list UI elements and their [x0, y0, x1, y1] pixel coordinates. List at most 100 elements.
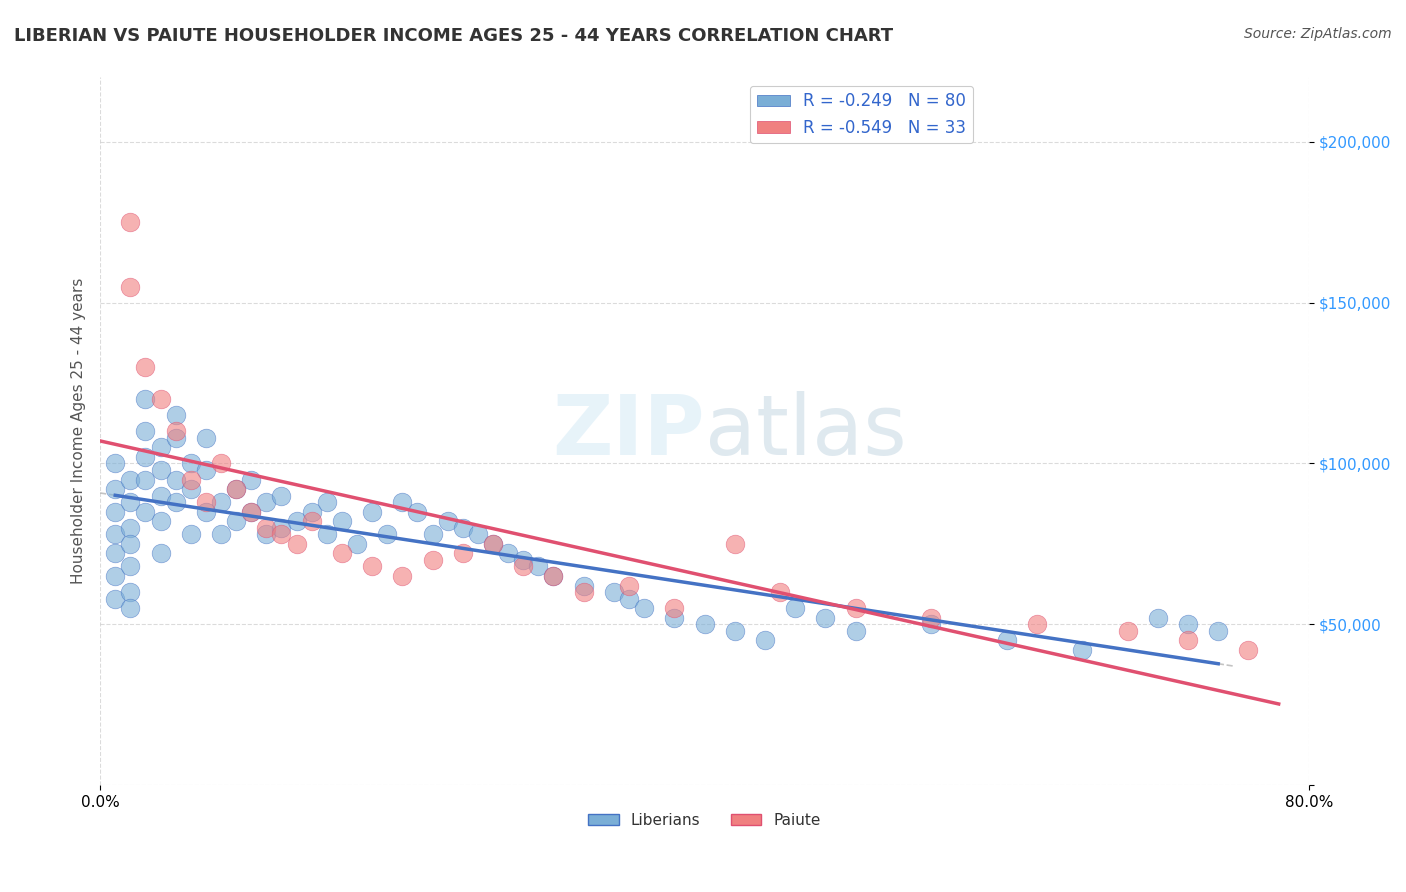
Point [149, 392, 172, 406]
Point [664, 601, 686, 615]
Point [165, 431, 187, 445]
Point [330, 514, 353, 528]
Point [391, 495, 413, 509]
Point [361, 505, 384, 519]
Point [724, 624, 747, 638]
Text: Source: ZipAtlas.com: Source: ZipAtlas.com [1244, 27, 1392, 41]
Point [240, 473, 263, 487]
Point [422, 553, 444, 567]
Point [120, 279, 142, 293]
Point [572, 579, 595, 593]
Text: atlas: atlas [704, 391, 907, 472]
Y-axis label: Householder Income Ages 25 - 44 years: Householder Income Ages 25 - 44 years [72, 278, 86, 584]
Point [180, 482, 202, 496]
Point [165, 424, 187, 438]
Point [120, 495, 142, 509]
Point [995, 633, 1018, 648]
Point [724, 537, 747, 551]
Point [254, 527, 277, 541]
Point [361, 559, 384, 574]
Point [270, 527, 292, 541]
Point [920, 617, 942, 632]
Point [270, 521, 292, 535]
Point [104, 547, 127, 561]
Point [920, 611, 942, 625]
Point [134, 392, 156, 406]
Point [543, 569, 565, 583]
Point [754, 633, 776, 648]
Point [194, 431, 217, 445]
Point [120, 601, 142, 615]
Point [149, 441, 172, 455]
Point [664, 611, 686, 625]
Text: ZIP: ZIP [553, 391, 704, 472]
Point [482, 537, 505, 551]
Point [104, 527, 127, 541]
Point [149, 547, 172, 561]
Point [134, 505, 156, 519]
Point [603, 585, 626, 599]
Point [149, 514, 172, 528]
Point [165, 408, 187, 422]
Point [225, 482, 247, 496]
Point [104, 569, 127, 583]
Point [104, 457, 127, 471]
Point [467, 527, 489, 541]
Point [330, 547, 353, 561]
Point [225, 514, 247, 528]
Point [1177, 633, 1199, 648]
Point [165, 473, 187, 487]
Point [1177, 617, 1199, 632]
Point [120, 473, 142, 487]
Point [180, 527, 202, 541]
Point [1237, 643, 1260, 657]
Point [194, 495, 217, 509]
Point [134, 424, 156, 438]
Point [225, 482, 247, 496]
Legend: Liberians, Paiute: Liberians, Paiute [582, 807, 827, 834]
Point [209, 527, 232, 541]
Point [120, 215, 142, 229]
Point [285, 537, 308, 551]
Point [149, 463, 172, 477]
Point [194, 463, 217, 477]
Text: LIBERIAN VS PAIUTE HOUSEHOLDER INCOME AGES 25 - 44 YEARS CORRELATION CHART: LIBERIAN VS PAIUTE HOUSEHOLDER INCOME AG… [14, 27, 893, 45]
Point [346, 537, 368, 551]
Point [406, 505, 429, 519]
Point [120, 537, 142, 551]
Point [254, 521, 277, 535]
Point [134, 450, 156, 464]
Point [180, 457, 202, 471]
Point [315, 527, 337, 541]
Point [845, 601, 868, 615]
Point [785, 601, 807, 615]
Point [845, 624, 868, 638]
Point [194, 505, 217, 519]
Point [693, 617, 716, 632]
Point [120, 559, 142, 574]
Point [180, 473, 202, 487]
Point [482, 537, 505, 551]
Point [104, 482, 127, 496]
Point [1116, 624, 1139, 638]
Point [451, 521, 474, 535]
Point [209, 495, 232, 509]
Point [512, 559, 534, 574]
Point [422, 527, 444, 541]
Point [375, 527, 398, 541]
Point [451, 547, 474, 561]
Point [527, 559, 550, 574]
Point [617, 579, 640, 593]
Point [240, 505, 263, 519]
Point [120, 521, 142, 535]
Point [240, 505, 263, 519]
Point [1071, 643, 1094, 657]
Point [165, 495, 187, 509]
Point [391, 569, 413, 583]
Point [436, 514, 458, 528]
Point [120, 585, 142, 599]
Point [301, 514, 323, 528]
Point [1206, 624, 1229, 638]
Point [149, 489, 172, 503]
Point [1146, 611, 1168, 625]
